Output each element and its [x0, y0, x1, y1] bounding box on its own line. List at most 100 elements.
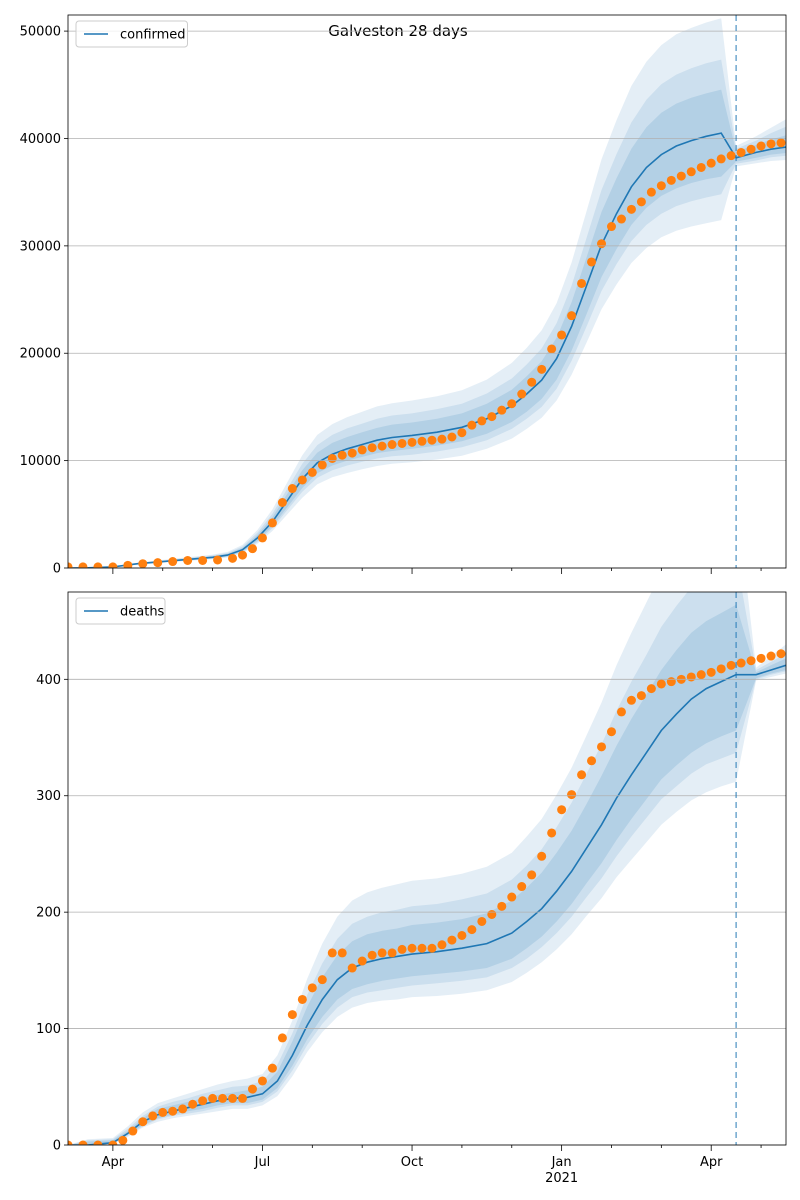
- observed-point: [527, 870, 537, 880]
- observed-point: [257, 1076, 267, 1086]
- observed-point: [307, 467, 317, 477]
- observed-point: [557, 805, 567, 815]
- observed-point: [108, 562, 118, 568]
- observed-point: [123, 560, 133, 568]
- observed-point: [407, 943, 417, 953]
- axes-frame: [67, 591, 787, 1146]
- observed-point: [377, 948, 387, 958]
- observed-point: [228, 1093, 238, 1103]
- observed-point: [567, 790, 577, 800]
- observed-point: [636, 197, 646, 207]
- observed-point: [626, 204, 636, 214]
- observed-point: [606, 222, 616, 232]
- observed-point: [746, 144, 756, 154]
- observed-point: [547, 344, 557, 354]
- observed-point: [68, 562, 73, 568]
- observed-point: [277, 1033, 287, 1043]
- observed-point: [716, 664, 726, 674]
- observed-point: [327, 453, 337, 463]
- observed-point: [517, 882, 527, 892]
- observed-point: [686, 167, 696, 177]
- band-80pct: [68, 592, 786, 1145]
- observed-point: [108, 1140, 118, 1145]
- observed-point: [706, 158, 716, 168]
- observed-point: [317, 975, 327, 985]
- observed-point: [587, 257, 597, 267]
- x-tick-label: Jul: [254, 1155, 271, 1170]
- legend: confirmed: [75, 20, 188, 48]
- observed-point: [297, 994, 307, 1004]
- observed-point: [307, 983, 317, 993]
- observed-point: [736, 147, 746, 157]
- observed-point: [427, 435, 437, 445]
- band-80pct: [68, 59, 786, 568]
- legend-box: [75, 597, 166, 625]
- observed-point: [666, 175, 676, 185]
- observed-point: [337, 948, 347, 958]
- observed-point: [587, 756, 597, 766]
- plot-area: [68, 592, 786, 1145]
- x-tick-label: Apr: [700, 1155, 723, 1170]
- y-tick-label: 0: [53, 562, 61, 577]
- observed-point: [427, 943, 437, 953]
- observed-point: [317, 460, 327, 470]
- observed-point: [716, 154, 726, 164]
- y-tick-label: 0: [53, 1139, 61, 1154]
- observed-point: [726, 151, 736, 161]
- observed-point: [477, 416, 487, 426]
- observed-point: [437, 434, 447, 444]
- observed-point: [267, 518, 277, 528]
- observed-point: [557, 330, 567, 340]
- observed-point: [487, 909, 497, 919]
- observed-point: [128, 1126, 138, 1136]
- observed-point: [696, 670, 706, 680]
- observed-point: [198, 1096, 208, 1106]
- observed-point: [537, 851, 547, 861]
- observed-point: [666, 677, 676, 687]
- observed-point: [287, 1010, 297, 1020]
- observed-point: [277, 497, 287, 507]
- observed-point: [696, 162, 706, 172]
- observed-point: [626, 695, 636, 705]
- observed-point: [93, 1140, 103, 1145]
- observed-point: [756, 653, 766, 663]
- observed-point: [447, 432, 457, 442]
- observed-point: [347, 448, 357, 458]
- observed-point: [198, 555, 208, 565]
- legend: deaths: [75, 597, 166, 625]
- observed-point: [377, 441, 387, 451]
- x-tick-label: Jan: [551, 1155, 572, 1170]
- observed-point: [267, 1063, 277, 1073]
- model-line: [68, 132, 786, 568]
- observed-point: [597, 742, 607, 752]
- observed-point: [776, 649, 786, 659]
- y-tick-label: 30000: [20, 239, 61, 254]
- observed-point: [213, 555, 223, 565]
- x-tick-label: Oct: [401, 1155, 423, 1170]
- observed-point: [467, 925, 477, 935]
- observed-point: [686, 672, 696, 682]
- observed-point: [676, 171, 686, 181]
- observed-point: [457, 930, 467, 940]
- y-tick-label: 20000: [20, 347, 61, 362]
- observed-point: [517, 389, 527, 399]
- observed-point: [616, 214, 626, 224]
- observed-point: [616, 707, 626, 717]
- observed-point: [397, 944, 407, 954]
- y-tick-label: 40000: [20, 132, 61, 147]
- observed-point: [547, 828, 557, 838]
- legend-label: deaths: [120, 605, 165, 620]
- observed-point: [746, 656, 756, 666]
- y-tick-label: 50000: [20, 25, 61, 40]
- observed-point: [457, 428, 467, 438]
- observed-point: [507, 399, 517, 409]
- observed-point: [257, 533, 267, 543]
- observed-point: [367, 950, 377, 960]
- observed-point: [93, 562, 103, 568]
- observed-point: [357, 956, 367, 966]
- observed-point: [168, 1106, 178, 1116]
- observed-point: [636, 691, 646, 701]
- observed-point: [487, 412, 497, 422]
- observed-point: [656, 679, 666, 689]
